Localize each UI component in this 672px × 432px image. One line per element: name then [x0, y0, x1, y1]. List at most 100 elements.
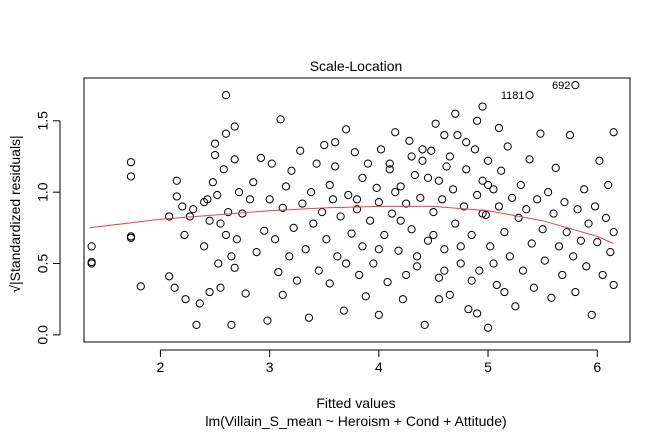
data-point [448, 185, 458, 194]
data-point [573, 205, 582, 214]
data-point [358, 242, 367, 251]
data-point [547, 293, 556, 302]
data-point [562, 228, 571, 237]
data-point [410, 170, 419, 180]
data-point [396, 182, 405, 191]
data-point [565, 130, 575, 140]
data-point [355, 270, 364, 280]
data-point [598, 270, 607, 280]
data-point [503, 142, 512, 151]
data-point [385, 165, 394, 174]
data-point [582, 262, 591, 271]
data-point [396, 216, 405, 225]
data-point [609, 228, 618, 237]
data-point [536, 129, 545, 138]
x-tick-label: 5 [484, 359, 492, 375]
data-point [514, 213, 523, 222]
data-point [298, 199, 307, 208]
data-point [189, 205, 198, 214]
data-point [500, 228, 509, 237]
data-point [427, 146, 436, 155]
data-point [571, 287, 580, 297]
data-point [210, 150, 220, 160]
data-point [350, 148, 359, 157]
data-point [200, 242, 209, 251]
data-point [87, 257, 96, 267]
data-point [221, 129, 231, 138]
data-point [560, 198, 569, 207]
data-point [483, 323, 493, 332]
data-point [205, 216, 214, 225]
data-point [518, 266, 528, 275]
data-point [470, 145, 480, 154]
y-axis-label: √|Standardized residuals| [7, 135, 23, 292]
data-point [238, 209, 247, 218]
data-point [230, 155, 239, 164]
data-point [232, 235, 241, 244]
data-point [549, 209, 558, 218]
data-point [571, 81, 580, 90]
data-point [604, 180, 613, 190]
data-point [385, 159, 394, 168]
data-point [234, 188, 244, 197]
data-point [590, 202, 600, 211]
data-point [301, 245, 310, 254]
data-point [445, 152, 454, 161]
chart-title: Scale-Location [310, 58, 403, 74]
data-point [442, 162, 451, 171]
data-point [380, 230, 389, 240]
y-axis: 0.0 0.5 1.0 1.5 [35, 111, 61, 345]
outlier-labels: 1181 692 [501, 80, 571, 102]
data-point [569, 252, 578, 261]
data-point [533, 195, 542, 204]
data-point [475, 266, 484, 275]
smooth-line [89, 205, 614, 244]
data-point [216, 219, 225, 228]
data-point [281, 182, 291, 191]
data-point [372, 183, 381, 192]
data-point [456, 242, 465, 251]
data-point [478, 176, 487, 185]
data-point [126, 233, 136, 242]
data-point [296, 146, 305, 155]
y-tick-label: 1.0 [35, 182, 51, 202]
data-point [165, 272, 174, 281]
point-label: 692 [552, 80, 570, 92]
data-point [126, 172, 136, 181]
data-point [445, 290, 454, 300]
data-point [593, 238, 602, 247]
data-point [219, 165, 228, 174]
data-point [462, 165, 471, 174]
data-point [289, 223, 298, 232]
y-tick-label: 0.5 [35, 254, 51, 274]
data-point [336, 212, 345, 221]
x-tick-label: 6 [593, 359, 601, 375]
data-point [285, 252, 294, 261]
data-point [467, 276, 476, 285]
data-point [554, 242, 564, 251]
data-point [391, 188, 400, 197]
data-point [525, 155, 534, 164]
data-point [540, 256, 549, 265]
data-point [278, 290, 287, 300]
data-point [325, 279, 334, 288]
data-point [263, 316, 272, 325]
data-point [369, 259, 378, 268]
data-point [416, 193, 425, 202]
data-point [383, 277, 392, 287]
data-point [276, 115, 285, 124]
y-tick-label: 0.0 [35, 325, 51, 345]
data-point [213, 190, 222, 200]
data-point [467, 230, 476, 240]
data-point [405, 136, 414, 145]
data-point [440, 266, 449, 275]
data-point [609, 280, 618, 290]
data-point [126, 158, 136, 167]
data-point [483, 156, 493, 165]
data-point [500, 287, 509, 297]
data-point [352, 195, 362, 204]
y-tick-label: 1.5 [35, 111, 51, 131]
data-point [376, 145, 386, 154]
data-point [576, 236, 585, 245]
